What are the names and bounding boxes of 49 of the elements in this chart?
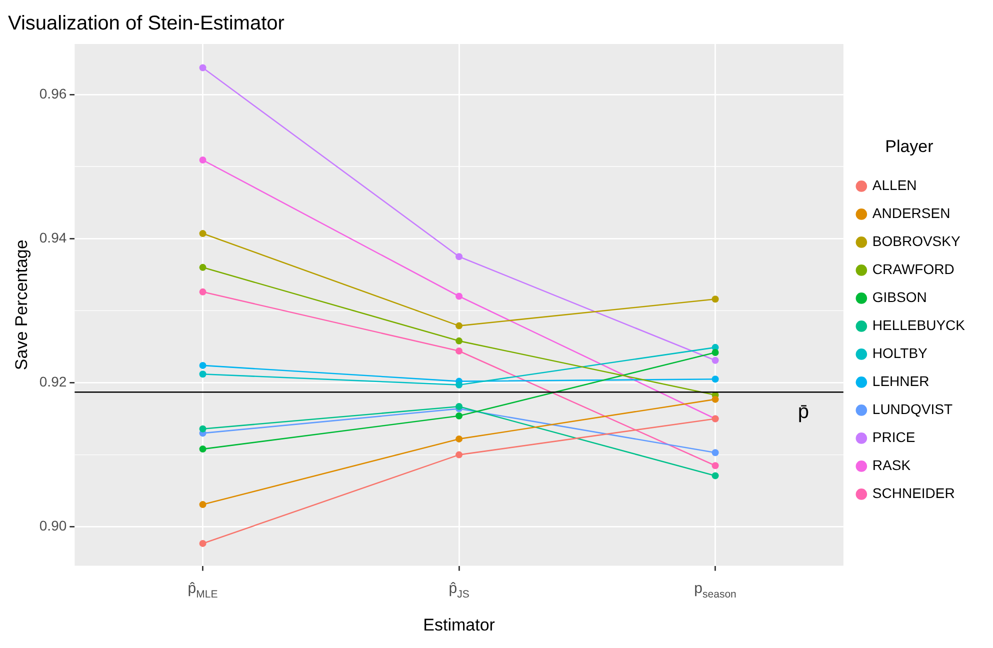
point bbox=[712, 348, 719, 356]
ref-line-label: p̄ bbox=[798, 401, 809, 424]
legend-label: HELLEBUYCK bbox=[872, 317, 966, 334]
point bbox=[456, 381, 463, 388]
x-axis-title: Estimator bbox=[423, 615, 496, 634]
y-axis-title: Save Percentage bbox=[12, 240, 31, 370]
point bbox=[712, 462, 719, 470]
point bbox=[456, 435, 463, 442]
point bbox=[712, 356, 719, 364]
legend-label: SCHNEIDER bbox=[872, 485, 955, 502]
point bbox=[712, 472, 719, 480]
legend-label: CRAWFORD bbox=[872, 261, 954, 278]
point bbox=[199, 540, 206, 547]
point bbox=[199, 264, 206, 271]
point bbox=[199, 370, 206, 378]
y-tick-label: 0.96 bbox=[39, 85, 67, 102]
y-tick-label: 0.90 bbox=[39, 518, 67, 534]
point bbox=[712, 396, 719, 403]
point bbox=[199, 288, 206, 296]
legend-label: PRICE bbox=[872, 429, 916, 446]
point bbox=[456, 292, 463, 300]
point bbox=[456, 253, 463, 260]
point bbox=[199, 446, 206, 453]
legend-label: RASK bbox=[872, 457, 912, 474]
legend-label: BOBROVSKY bbox=[872, 233, 961, 250]
chart-title: Visualization of Stein-Estimator bbox=[8, 12, 285, 35]
legend-label: ANDERSEN bbox=[872, 205, 950, 222]
point bbox=[712, 449, 719, 456]
point bbox=[199, 156, 206, 164]
point bbox=[456, 412, 463, 420]
point bbox=[456, 337, 463, 344]
point bbox=[199, 362, 206, 369]
legend-label: HOLTBY bbox=[872, 345, 928, 362]
point bbox=[712, 376, 719, 383]
y-tick-label: 0.92 bbox=[39, 374, 67, 390]
point bbox=[199, 64, 206, 72]
point bbox=[456, 451, 463, 458]
point bbox=[199, 425, 206, 432]
point bbox=[712, 296, 719, 303]
legend-label: LUNDQVIST bbox=[872, 401, 953, 418]
legend-title: Player bbox=[885, 136, 934, 156]
legend-label: ALLEN bbox=[872, 177, 917, 194]
legend-label: GIBSON bbox=[872, 289, 927, 306]
point bbox=[456, 348, 463, 355]
point bbox=[456, 322, 463, 330]
legend-label: LEHNER bbox=[872, 373, 930, 390]
y-tick-label: 0.94 bbox=[39, 229, 67, 246]
point bbox=[199, 230, 206, 238]
point bbox=[199, 501, 206, 508]
